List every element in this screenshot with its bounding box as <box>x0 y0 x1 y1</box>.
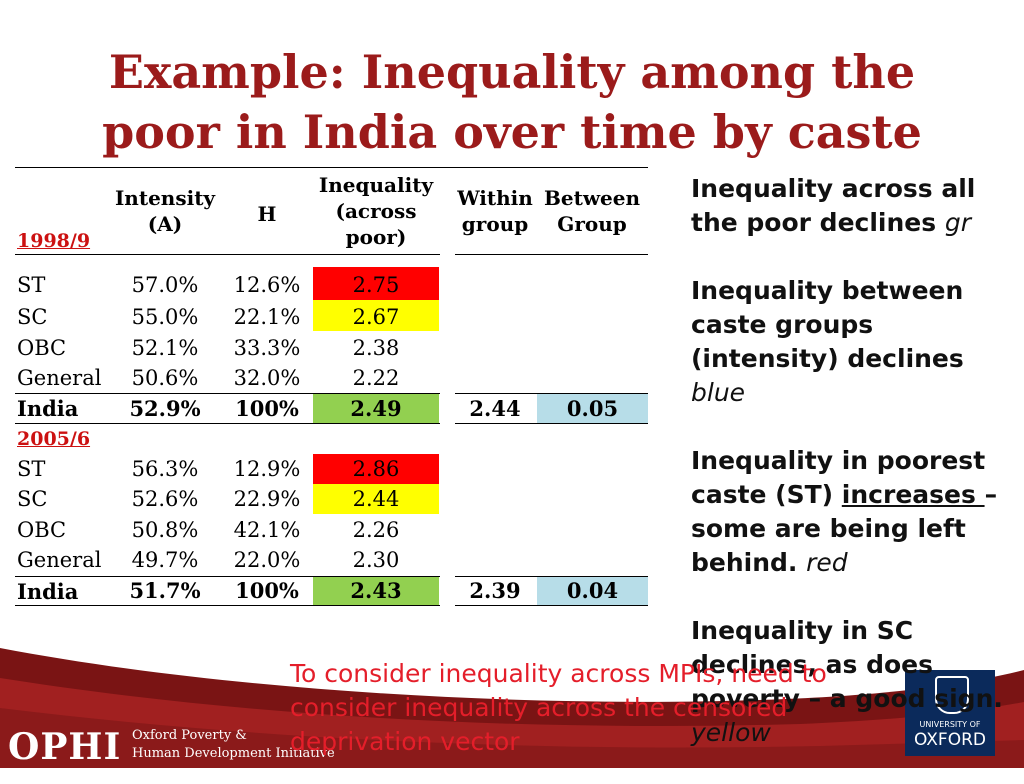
period-label-1998: 1998/9 <box>17 230 91 252</box>
footer-band <box>0 648 1024 768</box>
total-rule-top-2005-right <box>455 576 648 577</box>
table-top-rule <box>15 167 648 168</box>
header-intensity: Intensity (A) <box>114 186 216 236</box>
period-label-2005: 2005/6 <box>17 428 91 450</box>
total-rule-bottom-2005 <box>15 605 440 606</box>
header-within-group: Within group <box>457 186 533 236</box>
highlight-st-1998 <box>313 267 439 300</box>
commentary: Inequality across all the poor declines … <box>691 172 1011 784</box>
total-rule-bottom-2005-right <box>455 605 648 606</box>
title-line-2: poor in India over time by caste <box>102 105 922 159</box>
highlight-total-2005 <box>313 577 439 605</box>
highlight-between-2005 <box>537 577 648 605</box>
header-between-group: Between Group <box>543 186 641 236</box>
total-rule-bottom-1998-right <box>455 423 648 424</box>
point-between: Inequality between caste groups (intensi… <box>691 276 964 407</box>
caste-inequality-table: 1998/9 Intensity (A) H Inequality (acros… <box>15 167 648 607</box>
ophi-subtitle: Oxford Poverty & Human Development Initi… <box>132 728 335 761</box>
point-overall: Inequality across all the poor declines … <box>691 174 976 237</box>
note-text: To consider inequality across MPIs, need… <box>290 659 827 756</box>
highlight-sc-1998 <box>313 300 439 331</box>
oxford-logo: UNIVERSITY OF OXFORD <box>905 670 995 756</box>
total-rule-bottom-1998 <box>15 423 440 424</box>
total-rule-top-1998-right <box>455 393 648 394</box>
header-inequality: Inequality (across poor) <box>318 173 434 249</box>
slide-title: Example: Inequality among the poor in In… <box>0 42 1024 162</box>
point-sc: Inequality in SC declines, as does pover… <box>691 616 1003 747</box>
title-line-1: Example: Inequality among the <box>108 45 916 99</box>
point-st: Inequality in poorest caste (ST) increas… <box>691 446 998 577</box>
total-rule-top-2005 <box>15 576 440 577</box>
header-h: H <box>257 202 277 226</box>
header-rule <box>15 254 440 255</box>
highlight-st-2005 <box>313 454 439 484</box>
highlight-sc-2005 <box>313 484 439 514</box>
total-rule-top-1998 <box>15 393 440 394</box>
ophi-logo: OPHI <box>8 726 122 768</box>
header-rule-right <box>455 254 648 255</box>
highlight-total-1998 <box>313 394 439 423</box>
oxford-crest-icon <box>935 676 969 714</box>
highlight-between-1998 <box>537 394 648 423</box>
